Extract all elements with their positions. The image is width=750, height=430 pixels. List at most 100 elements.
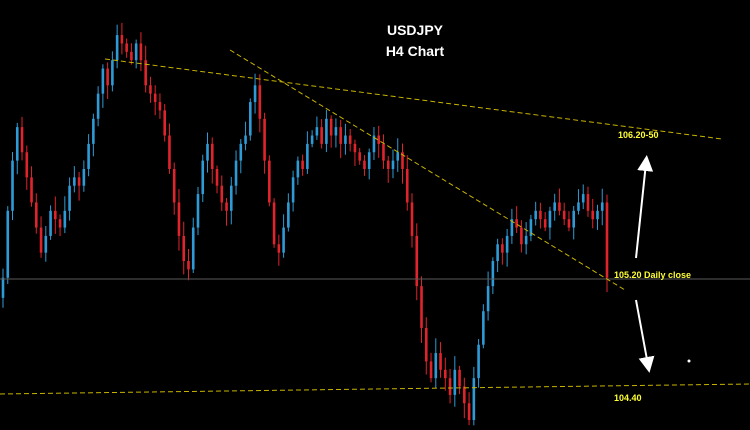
candle-body: [353, 143, 357, 153]
candle: [382, 134, 385, 169]
candle: [158, 93, 162, 119]
candle: [391, 149, 395, 179]
candle: [139, 32, 143, 72]
candle-body: [586, 194, 590, 211]
candle: [282, 214, 285, 258]
candle: [20, 116, 24, 161]
candle: [101, 64, 105, 108]
candle-body: [306, 143, 309, 169]
candle: [239, 139, 243, 174]
candle-body: [77, 177, 81, 186]
candle-body: [296, 160, 300, 178]
candle-body: [372, 135, 376, 153]
candle: [63, 196, 67, 234]
candle: [206, 132, 209, 173]
candle-body: [344, 135, 347, 144]
candle-body: [510, 219, 514, 236]
candle: [434, 338, 438, 389]
candle: [11, 152, 14, 221]
candle-body: [496, 244, 499, 262]
candle-body: [534, 210, 537, 220]
daily-close-label: 105.20 Daily close: [614, 270, 692, 280]
candle-body: [63, 210, 67, 228]
candle-body: [34, 202, 38, 228]
candle-body: [215, 168, 219, 186]
candle-body: [49, 210, 52, 236]
candle-body: [505, 235, 509, 253]
candle-body: [600, 202, 604, 211]
candle: [348, 129, 352, 152]
candle: [539, 202, 542, 229]
candle-body: [591, 210, 595, 220]
candle-body: [258, 85, 262, 119]
candle: [367, 148, 371, 180]
candle: [225, 198, 228, 226]
candle: [310, 130, 314, 148]
candle-body: [277, 244, 281, 253]
candle-body: [567, 219, 571, 228]
candle-body: [225, 202, 228, 211]
candle-body: [434, 353, 438, 379]
candle-body: [54, 210, 57, 220]
candle-body: [210, 143, 214, 169]
candle: [320, 119, 323, 149]
candle: [529, 214, 533, 242]
candle: [577, 189, 580, 215]
candle-body: [25, 152, 29, 178]
candle: [196, 186, 200, 236]
candle: [386, 155, 390, 183]
candle-body: [486, 286, 490, 312]
candle-body: [44, 235, 48, 253]
candle: [472, 366, 476, 426]
candle-body: [282, 227, 285, 253]
candle: [272, 198, 276, 248]
steep-trendline: [229, 49, 626, 291]
candle-body: [144, 60, 147, 86]
candle-body: [458, 369, 461, 387]
candle: [591, 198, 595, 229]
candle: [249, 98, 252, 141]
candle: [344, 123, 347, 155]
candle-body: [234, 160, 238, 186]
candle: [96, 86, 100, 127]
candle-body: [329, 118, 333, 136]
candle: [77, 172, 81, 201]
candle: [220, 175, 224, 211]
candle-body: [106, 68, 109, 86]
candle-body: [562, 210, 566, 220]
candle: [339, 119, 342, 159]
down-arrow: [635, 299, 655, 373]
candle: [1, 268, 5, 308]
dot-marker: [687, 359, 691, 363]
candle-body: [68, 185, 71, 211]
candle: [424, 317, 428, 375]
candle-body: [287, 202, 290, 228]
candle-body: [172, 168, 176, 203]
candle: [134, 39, 138, 69]
candle-body: [206, 143, 209, 161]
candle: [234, 150, 238, 195]
candle-body: [529, 219, 533, 236]
candle: [515, 206, 518, 233]
candle-body: [15, 127, 19, 161]
candle-body: [220, 185, 224, 203]
candle: [586, 186, 590, 217]
candle: [15, 122, 19, 175]
candle: [172, 162, 176, 215]
candle: [501, 238, 504, 265]
candle: [177, 189, 181, 251]
candle-body: [92, 118, 95, 144]
candle: [534, 201, 537, 226]
candle: [277, 234, 281, 266]
candle-body: [20, 127, 24, 153]
candle-body: [596, 210, 599, 220]
candle-body: [391, 160, 395, 169]
candle-body: [553, 202, 556, 211]
candle: [44, 226, 48, 262]
chart-title: USDJPY: [386, 22, 444, 38]
candle-body: [420, 286, 423, 328]
candle: [439, 342, 442, 378]
candle-body: [382, 143, 385, 161]
candle-body: [377, 135, 381, 144]
